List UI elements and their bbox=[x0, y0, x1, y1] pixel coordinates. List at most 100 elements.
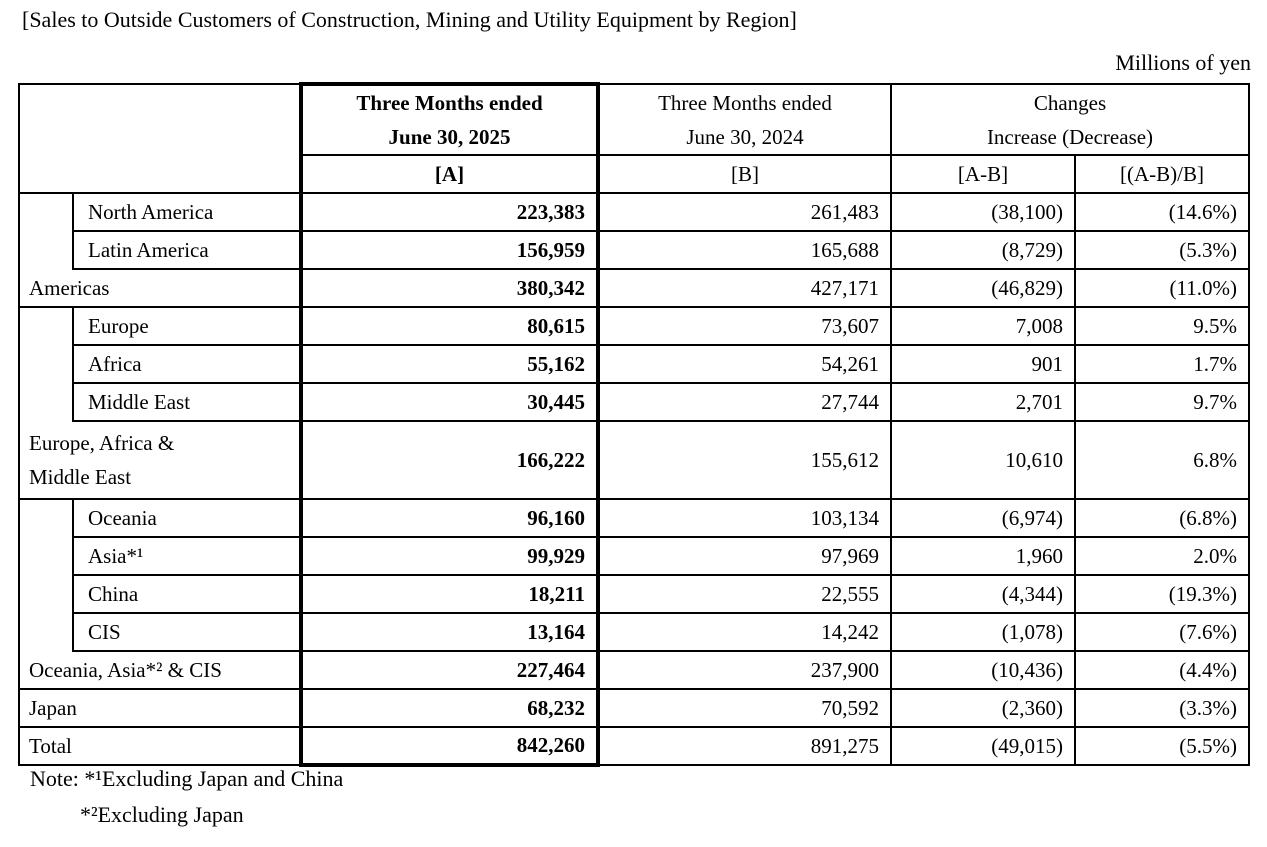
value-2025: 68,232 bbox=[299, 688, 600, 728]
region-label: CIS bbox=[72, 612, 302, 652]
table-header: Three Months ended June 30, 2025 Three M… bbox=[18, 82, 1250, 194]
value-2025: 30,445 bbox=[299, 382, 600, 422]
footnote-2: *²Excluding Japan bbox=[80, 802, 244, 827]
oac-indent-cell bbox=[18, 498, 74, 651]
value-change: (1,078) bbox=[890, 612, 1076, 652]
value-2025: 55,162 bbox=[299, 344, 600, 384]
region-label: Oceania, Asia*² & CIS bbox=[18, 651, 302, 690]
value-2024: 27,744 bbox=[597, 382, 892, 422]
value-2024: 54,261 bbox=[597, 344, 892, 384]
value-2024: 165,688 bbox=[597, 230, 892, 270]
row-latin-america: Latin America 156,959 165,688 (8,729) (5… bbox=[19, 230, 1250, 270]
row-north-america: North America 223,383 261,483 (38,100) (… bbox=[18, 192, 1250, 269]
row-cis: CIS 13,164 14,242 (1,078) (7.6%) bbox=[19, 612, 1250, 652]
value-2024: 261,483 bbox=[597, 192, 892, 232]
value-change-pct: (11.0%) bbox=[1074, 268, 1250, 308]
col-header-pct-change: [(A-B)/B] bbox=[1074, 154, 1250, 194]
value-2025: 96,160 bbox=[299, 498, 600, 538]
row-oceania-asia-cis: Oceania, Asia*² & CIS 227,464 237,900 (1… bbox=[18, 650, 1250, 690]
value-2025: 18,211 bbox=[299, 574, 600, 614]
value-change-pct: 2.0% bbox=[1074, 536, 1250, 576]
value-change-pct: 1.7% bbox=[1074, 344, 1250, 384]
col-header-changes: Changes Increase (Decrease) bbox=[890, 83, 1250, 156]
col-header-a: [A] bbox=[299, 154, 600, 194]
value-change: 901 bbox=[890, 344, 1076, 384]
row-middle-east: Middle East 30,445 27,744 2,701 9.7% bbox=[19, 382, 1250, 422]
value-change: (2,360) bbox=[890, 688, 1076, 728]
region-label: Latin America bbox=[72, 230, 302, 270]
value-change-pct: 6.8% bbox=[1074, 420, 1250, 500]
region-label: Total bbox=[18, 726, 302, 766]
value-2024: 70,592 bbox=[597, 688, 892, 728]
value-2024: 237,900 bbox=[597, 650, 892, 690]
value-change: 2,701 bbox=[890, 382, 1076, 422]
value-change: 1,960 bbox=[890, 536, 1076, 576]
row-oceania: Oceania 96,160 103,134 (6,974) (6.8%) bbox=[18, 498, 1250, 651]
value-2025: 99,929 bbox=[299, 536, 600, 576]
value-2025: 156,959 bbox=[299, 230, 600, 270]
row-asia: Asia*¹ 99,929 97,969 1,960 2.0% bbox=[19, 536, 1250, 576]
value-2024: 103,134 bbox=[597, 498, 892, 538]
value-change: (8,729) bbox=[890, 230, 1076, 270]
footnotes: Note: *¹Excluding Japan and China *²Excl… bbox=[30, 766, 343, 828]
value-change-pct: (7.6%) bbox=[1074, 612, 1250, 652]
region-label: Asia*¹ bbox=[72, 536, 302, 576]
value-change-pct: (6.8%) bbox=[1074, 498, 1250, 538]
region-label: Americas bbox=[18, 269, 302, 308]
region-label: Europe bbox=[72, 306, 302, 346]
header-row-periods: Three Months ended June 30, 2025 Three M… bbox=[18, 82, 1250, 194]
value-2024: 97,969 bbox=[597, 536, 892, 576]
unit-label: Millions of yen bbox=[1115, 50, 1251, 75]
footnote-1: Note: *¹Excluding Japan and China bbox=[30, 766, 344, 791]
value-change-pct: (19.3%) bbox=[1074, 574, 1250, 614]
region-label: Japan bbox=[18, 688, 302, 728]
value-change-pct: (3.3%) bbox=[1074, 688, 1250, 728]
value-2025: 13,164 bbox=[299, 612, 600, 652]
region-label: North America bbox=[72, 192, 302, 232]
region-label: Europe, Africa & Middle East bbox=[18, 421, 302, 500]
region-label: Middle East bbox=[72, 382, 302, 422]
col-header-b: [B] bbox=[597, 154, 892, 194]
value-change-pct: (14.6%) bbox=[1074, 192, 1250, 232]
value-2025: 80,615 bbox=[299, 306, 600, 346]
value-2025: 223,383 bbox=[299, 192, 600, 232]
value-change: 7,008 bbox=[890, 306, 1076, 346]
page-title: [Sales to Outside Customers of Construct… bbox=[22, 7, 797, 32]
row-japan: Japan 68,232 70,592 (2,360) (3.3%) bbox=[18, 688, 1250, 728]
row-europe: Europe 80,615 73,607 7,008 9.5% bbox=[18, 306, 1250, 421]
value-2024: 155,612 bbox=[597, 420, 892, 500]
region-label: China bbox=[72, 574, 302, 614]
value-2025: 380,342 bbox=[299, 268, 600, 308]
row-americas: Americas 380,342 427,171 (46,829) (11.0%… bbox=[18, 268, 1250, 308]
col-header-q1-2024: Three Months ended June 30, 2024 bbox=[597, 83, 892, 156]
value-2024: 73,607 bbox=[597, 306, 892, 346]
value-2024: 22,555 bbox=[597, 574, 892, 614]
row-europe-africa-middle-east: Europe, Africa & Middle East 166,222 155… bbox=[18, 420, 1250, 500]
value-change-pct: 9.5% bbox=[1074, 306, 1250, 346]
header-row-symbols: [A] [B] [A-B] [(A-B)/B] bbox=[19, 154, 1250, 194]
value-2025: 842,260 bbox=[299, 726, 600, 767]
value-change-pct: 9.7% bbox=[1074, 382, 1250, 422]
col-header-q1-2025: Three Months ended June 30, 2025 bbox=[299, 82, 600, 156]
value-change-pct: (4.4%) bbox=[1074, 650, 1250, 690]
corner-cell bbox=[18, 83, 302, 194]
value-change: (49,015) bbox=[890, 726, 1076, 766]
value-2025: 227,464 bbox=[299, 650, 600, 690]
eame-indent-cell bbox=[18, 306, 74, 421]
value-change: (4,344) bbox=[890, 574, 1076, 614]
value-change-pct: (5.5%) bbox=[1074, 726, 1250, 766]
sales-by-region-table: Three Months ended June 30, 2025 Three M… bbox=[18, 82, 1250, 767]
region-label: Oceania bbox=[72, 498, 302, 538]
value-2024: 14,242 bbox=[597, 612, 892, 652]
value-change: (46,829) bbox=[890, 268, 1076, 308]
value-2024: 891,275 bbox=[597, 726, 892, 766]
row-china: China 18,211 22,555 (4,344) (19.3%) bbox=[19, 574, 1250, 614]
value-change-pct: (5.3%) bbox=[1074, 230, 1250, 270]
value-change: (38,100) bbox=[890, 192, 1076, 232]
col-header-a-minus-b: [A-B] bbox=[890, 154, 1076, 194]
americas-indent-cell bbox=[18, 192, 74, 269]
region-label: Africa bbox=[72, 344, 302, 384]
table-body: North America 223,383 261,483 (38,100) (… bbox=[18, 192, 1250, 767]
row-total: Total 842,260 891,275 (49,015) (5.5%) bbox=[18, 726, 1250, 767]
